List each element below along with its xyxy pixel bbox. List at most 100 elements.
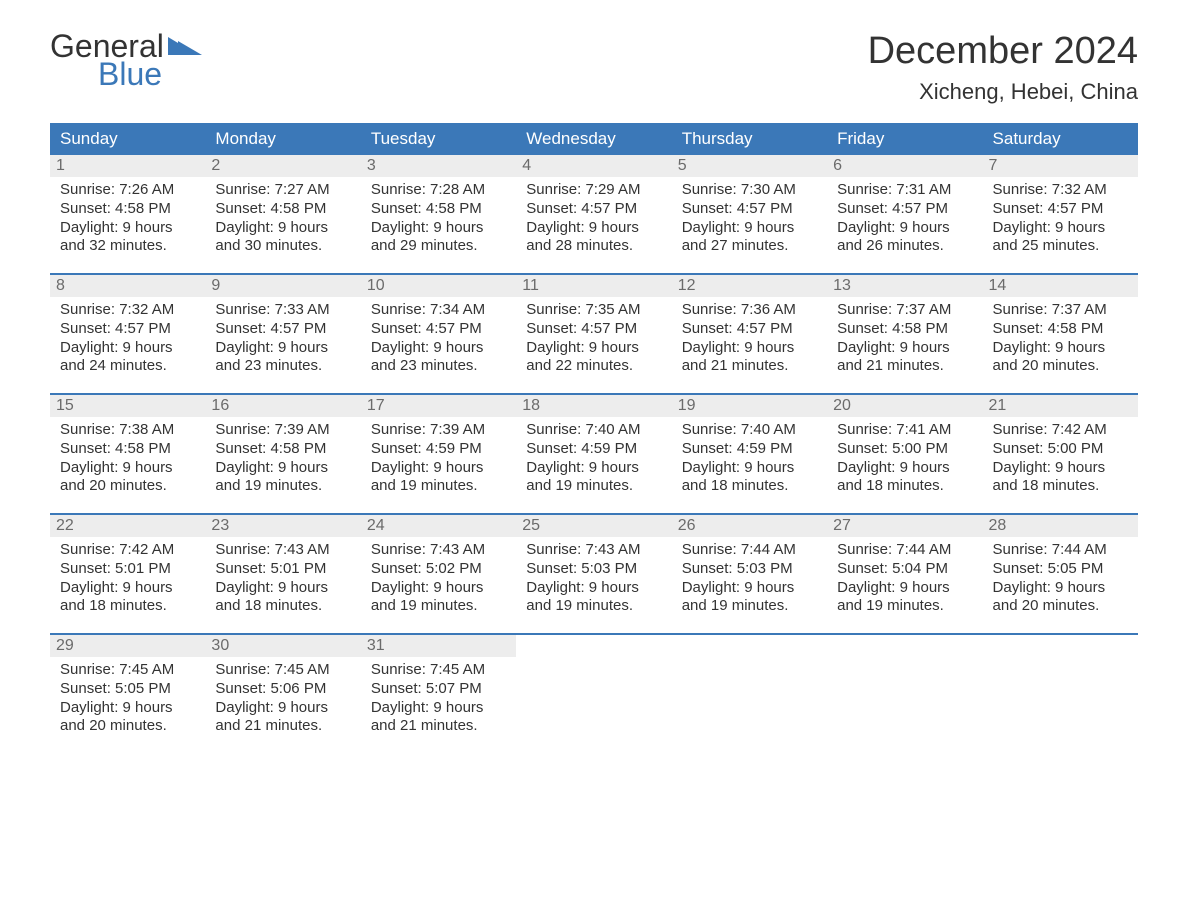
day-sunrise: Sunrise: 7:35 AM: [516, 297, 671, 320]
day-number-row: 22232425262728: [50, 515, 1138, 537]
day-data-row: Sunrise: 7:42 AMSunrise: 7:43 AMSunrise:…: [50, 537, 1138, 560]
day-day1: [672, 699, 827, 718]
day-day2: and 23 minutes.: [205, 357, 360, 380]
day-sunrise: Sunrise: 7:26 AM: [50, 177, 205, 200]
day-sunset: Sunset: 5:05 PM: [50, 680, 205, 699]
day-day2: and 18 minutes.: [205, 597, 360, 620]
day-sunset: Sunset: 5:05 PM: [983, 560, 1138, 579]
day-sunset: Sunset: 5:01 PM: [205, 560, 360, 579]
day-day2: and 21 minutes.: [361, 717, 516, 740]
day-number-row: 15161718192021: [50, 395, 1138, 417]
day-sunrise: Sunrise: 7:31 AM: [827, 177, 982, 200]
day-number-row: 891011121314: [50, 275, 1138, 297]
day-header: Wednesday: [516, 123, 671, 155]
day-sunset: Sunset: 4:59 PM: [672, 440, 827, 459]
day-day2: and 18 minutes.: [827, 477, 982, 500]
day-number: 18: [516, 395, 671, 417]
day-day1: Daylight: 9 hours: [827, 459, 982, 478]
day-day2: and 19 minutes.: [827, 597, 982, 620]
day-header: Sunday: [50, 123, 205, 155]
day-header: Thursday: [672, 123, 827, 155]
day-number: 10: [361, 275, 516, 297]
day-sunset: Sunset: 4:58 PM: [205, 440, 360, 459]
day-sunrise: Sunrise: 7:44 AM: [983, 537, 1138, 560]
day-data-row: Daylight: 9 hoursDaylight: 9 hoursDaylig…: [50, 219, 1138, 238]
day-sunset: Sunset: 5:02 PM: [361, 560, 516, 579]
day-number: 8: [50, 275, 205, 297]
day-data-row: and 24 minutes.and 23 minutes.and 23 min…: [50, 357, 1138, 380]
day-sunrise: Sunrise: 7:43 AM: [361, 537, 516, 560]
day-sunrise: Sunrise: 7:39 AM: [205, 417, 360, 440]
day-number: 5: [672, 155, 827, 177]
day-number: 13: [827, 275, 982, 297]
day-sunrise: Sunrise: 7:37 AM: [827, 297, 982, 320]
day-sunrise: Sunrise: 7:41 AM: [827, 417, 982, 440]
day-sunset: Sunset: 5:04 PM: [827, 560, 982, 579]
day-data-row: and 32 minutes.and 30 minutes.and 29 min…: [50, 237, 1138, 260]
day-sunset: Sunset: 4:58 PM: [827, 320, 982, 339]
day-day1: Daylight: 9 hours: [205, 339, 360, 358]
logo: General Blue: [50, 30, 202, 90]
day-sunrise: Sunrise: 7:28 AM: [361, 177, 516, 200]
day-number: 15: [50, 395, 205, 417]
day-sunrise: Sunrise: 7:38 AM: [50, 417, 205, 440]
day-day2: and 28 minutes.: [516, 237, 671, 260]
day-day1: Daylight: 9 hours: [361, 699, 516, 718]
day-day2: and 21 minutes.: [827, 357, 982, 380]
day-data-row: Sunrise: 7:32 AMSunrise: 7:33 AM Sunrise:…: [50, 297, 1138, 320]
day-sunset: Sunset: 4:58 PM: [361, 200, 516, 219]
day-day1: Daylight: 9 hours: [983, 339, 1138, 358]
day-day2: and 26 minutes.: [827, 237, 982, 260]
day-day2: and 20 minutes.: [983, 597, 1138, 620]
day-day2: and 19 minutes.: [205, 477, 360, 500]
day-sunset: Sunset: 4:58 PM: [50, 440, 205, 459]
day-sunrise: Sunrise: 7:40 AM: [516, 417, 671, 440]
day-number: 2: [205, 155, 360, 177]
day-day2: [827, 717, 982, 740]
day-sunset: Sunset: 4:57 PM: [516, 200, 671, 219]
day-number: 27: [827, 515, 982, 537]
day-sunrise: Sunrise: 7:27 AM: [205, 177, 360, 200]
day-number: 1: [50, 155, 205, 177]
day-day1: Daylight: 9 hours: [672, 219, 827, 238]
day-day1: Daylight: 9 hours: [672, 459, 827, 478]
day-data-row: Daylight: 9 hoursDaylight: 9 hoursDaylig…: [50, 699, 1138, 718]
day-day1: Daylight: 9 hours: [983, 219, 1138, 238]
day-number: 12: [672, 275, 827, 297]
day-day1: Daylight: 9 hours: [361, 459, 516, 478]
day-sunrise: Sunrise: 7:43 AM: [205, 537, 360, 560]
day-sunrise: Sunrise: 7:32 AM: [50, 297, 205, 320]
day-sunset: Sunset: 4:58 PM: [50, 200, 205, 219]
day-day1: Daylight: 9 hours: [50, 579, 205, 598]
day-data-row: Daylight: 9 hoursDaylight: 9 hoursDaylig…: [50, 339, 1138, 358]
day-sunrise: Sunrise: 7:39 AM: [361, 417, 516, 440]
day-sunrise: Sunrise: 7:40 AM: [672, 417, 827, 440]
day-sunrise: Sunrise: 7:37 AM: [983, 297, 1138, 320]
day-header: Friday: [827, 123, 982, 155]
day-day1: Daylight: 9 hours: [205, 699, 360, 718]
day-number: 26: [672, 515, 827, 537]
day-day2: and 20 minutes.: [983, 357, 1138, 380]
calendar-table: SundayMondayTuesdayWednesdayThursdayFrid…: [50, 123, 1138, 740]
day-sunset: Sunset: 4:57 PM: [827, 200, 982, 219]
day-day1: Daylight: 9 hours: [361, 579, 516, 598]
day-data-row: and 18 minutes.and 18 minutes.and 19 min…: [50, 597, 1138, 620]
day-number: 29: [50, 635, 205, 657]
day-number: 14: [983, 275, 1138, 297]
day-data-row: Sunset: 4:58 PMSunset: 4:58 PMSunset: 4:…: [50, 200, 1138, 219]
day-number: [827, 635, 982, 657]
day-sunrise: Sunrise: 7:36 AM: [672, 297, 827, 320]
day-sunset: Sunset: 4:57 PM: [983, 200, 1138, 219]
day-data-row: and 20 minutes.and 19 minutes.and 19 min…: [50, 477, 1138, 500]
day-sunset: Sunset: 5:07 PM: [361, 680, 516, 699]
day-day1: Daylight: 9 hours: [827, 219, 982, 238]
day-day2: and 18 minutes.: [983, 477, 1138, 500]
week-spacer: [50, 260, 1138, 274]
day-day1: Daylight: 9 hours: [205, 459, 360, 478]
week-spacer: [50, 380, 1138, 394]
month-title: December 2024: [868, 30, 1138, 73]
day-number: 25: [516, 515, 671, 537]
title-block: December 2024 Xicheng, Hebei, China: [868, 30, 1138, 105]
day-day1: Daylight: 9 hours: [983, 459, 1138, 478]
day-sunrise: Sunrise: 7:33 AM: [205, 297, 360, 320]
